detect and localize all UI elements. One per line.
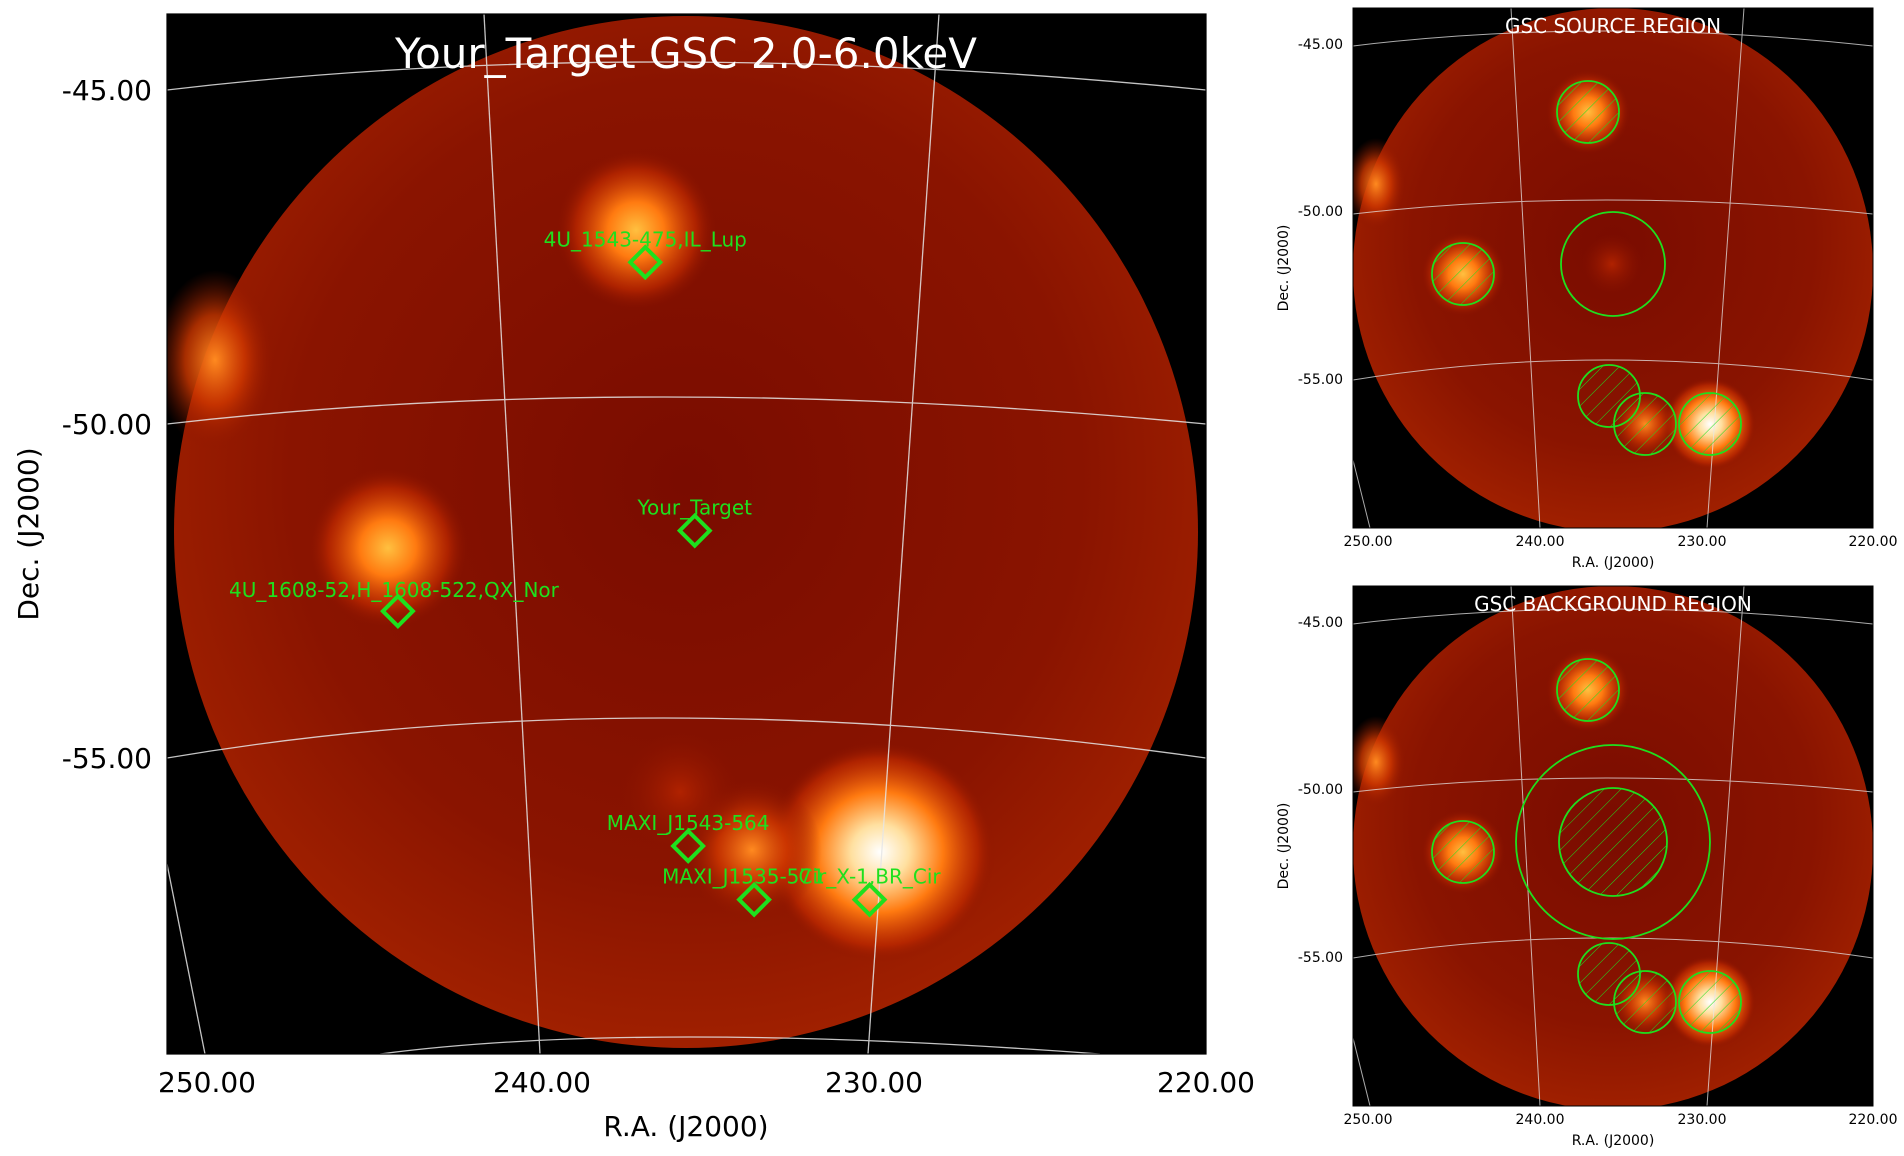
background-region-panel: GSC BACKGROUND REGION 250.00 240.00 230.00… bbox=[1276, 585, 1898, 1149]
source-region-circle bbox=[1560, 211, 1666, 317]
background-panel-title: GSC BACKGROUND REGION bbox=[1474, 592, 1752, 616]
dec-tick-label: -55.00 bbox=[1298, 372, 1343, 388]
source-glow bbox=[620, 732, 740, 852]
ra-tick-label: 230.00 bbox=[1678, 1112, 1727, 1128]
background-region-annulus bbox=[1515, 744, 1711, 940]
main-ra-ticks: 250.00 240.00 230.00 220.00 bbox=[158, 1066, 1255, 1099]
source-glow bbox=[556, 150, 716, 310]
dec-tick-label: -50.00 bbox=[62, 408, 152, 441]
source-diamond-marker bbox=[670, 828, 706, 864]
source-glow bbox=[308, 468, 468, 628]
excluded-regions bbox=[1431, 80, 1742, 456]
ra-tick-label: 250.00 bbox=[158, 1066, 256, 1099]
source-glow bbox=[1353, 716, 1406, 808]
grid-line bbox=[379, 1036, 1101, 1054]
main-panel-frame bbox=[166, 13, 1207, 1055]
ra-tick-label: 220.00 bbox=[1157, 1066, 1255, 1099]
grid-line bbox=[167, 863, 206, 1054]
main-x-axis-label: R.A. (J2000) bbox=[603, 1110, 768, 1143]
source-label: 4U_1543-475,IL_Lup bbox=[544, 227, 747, 251]
ra-tick-label: 220.00 bbox=[1849, 534, 1898, 550]
excluded-source-circle bbox=[1613, 970, 1677, 1034]
ra-tick-label: 220.00 bbox=[1849, 1112, 1898, 1128]
background-ra-ticks: 250.00 240.00 230.00 220.00 bbox=[1344, 1112, 1898, 1128]
dec-tick-label: -55.00 bbox=[1298, 950, 1343, 966]
ra-tick-label: 240.00 bbox=[1516, 1112, 1565, 1128]
background-dec-ticks: -45.00 -50.00 -55.00 bbox=[1298, 615, 1343, 966]
main-title: Your_Target GSC 2.0-6.0keV bbox=[394, 29, 977, 78]
source-label: MAXI_J1535-571 bbox=[662, 865, 825, 889]
dec-tick-label: -50.00 bbox=[1298, 204, 1343, 220]
excluded-source-circle bbox=[1678, 970, 1742, 1034]
source-label: MAXI_J1543-564 bbox=[607, 811, 770, 835]
source-x-axis-label: R.A. (J2000) bbox=[1572, 555, 1655, 571]
source-diamond-marker bbox=[627, 244, 664, 281]
background-y-axis-label: Dec. (J2000) bbox=[1276, 803, 1292, 890]
ra-tick-label: 230.00 bbox=[825, 1066, 923, 1099]
source-label: Cir_X-1,BR_Cir bbox=[799, 865, 942, 889]
source-y-axis-label: Dec. (J2000) bbox=[1276, 225, 1292, 312]
grid-line bbox=[1353, 30, 1873, 47]
source-dec-ticks: -45.00 -50.00 -55.00 bbox=[1298, 37, 1343, 388]
grid-line bbox=[483, 14, 541, 1054]
grid-line bbox=[167, 717, 1206, 759]
ra-tick-label: 230.00 bbox=[1678, 534, 1727, 550]
ra-tick-label: 250.00 bbox=[1344, 534, 1393, 550]
source-diamond-marker bbox=[676, 512, 713, 549]
excluded-source-circle bbox=[1678, 392, 1742, 456]
ra-tick-label: 240.00 bbox=[1516, 534, 1565, 550]
source-diamond-marker bbox=[380, 593, 416, 629]
excluded-source-circle bbox=[1556, 658, 1620, 722]
ra-tick-label: 250.00 bbox=[1344, 1112, 1393, 1128]
source-glow bbox=[765, 742, 995, 962]
dec-tick-label: -50.00 bbox=[1298, 782, 1343, 798]
grid-line bbox=[1353, 777, 1873, 793]
dec-tick-label: -45.00 bbox=[62, 74, 152, 107]
grid-line bbox=[1353, 608, 1873, 625]
source-glow bbox=[167, 270, 275, 450]
grid-line bbox=[867, 14, 940, 1054]
source-markers: 4U_1543-475,IL_Lup 4U_1608-52,H_1608-522,… bbox=[229, 227, 942, 918]
excluded-source-circle bbox=[1556, 80, 1620, 144]
main-dec-ticks: -45.00 -50.00 -55.00 bbox=[62, 74, 152, 775]
dec-tick-label: -45.00 bbox=[1298, 615, 1343, 631]
coordinate-grid bbox=[167, 14, 1206, 1054]
dec-tick-label: -45.00 bbox=[1298, 37, 1343, 53]
grid-line bbox=[167, 61, 1206, 91]
source-label: Your_Target bbox=[636, 496, 752, 520]
grid-line bbox=[167, 396, 1206, 425]
dec-tick-label: -55.00 bbox=[62, 742, 152, 775]
main-y-axis-label: Dec. (J2000) bbox=[12, 447, 45, 620]
main-panel: Your_Target GSC 2.0-6.0keV 250.00 240.00 2… bbox=[12, 13, 1255, 1143]
background-panel-frame bbox=[1352, 585, 1874, 1107]
source-diamond-marker bbox=[851, 881, 888, 918]
source-region-panel: GSC SOURCE REGION 250.00 240.00 230.00 220.… bbox=[1276, 7, 1898, 571]
ra-tick-label: 240.00 bbox=[493, 1066, 591, 1099]
source-glow bbox=[1582, 234, 1642, 294]
source-glow bbox=[1353, 138, 1406, 230]
source-ra-ticks: 250.00 240.00 230.00 220.00 bbox=[1344, 534, 1898, 550]
excluded-target-circle bbox=[1558, 787, 1668, 897]
grid-line bbox=[1353, 199, 1873, 215]
excluded-source-circle bbox=[1431, 242, 1495, 306]
grid-line bbox=[1510, 586, 1541, 1106]
grid-line bbox=[1353, 359, 1873, 381]
grid-line bbox=[1353, 459, 1371, 528]
background-x-axis-label: R.A. (J2000) bbox=[1572, 1133, 1655, 1149]
source-panel-frame bbox=[1352, 7, 1874, 529]
excluded-source-circle bbox=[1431, 820, 1495, 884]
source-diamond-marker bbox=[736, 881, 772, 918]
source-label: 4U_1608-52,H_1608-522,QX_Nor bbox=[229, 578, 560, 602]
excluded-regions bbox=[1431, 658, 1742, 1034]
grid-line bbox=[1510, 8, 1541, 528]
source-panel-title: GSC SOURCE REGION bbox=[1505, 14, 1721, 38]
excluded-source-circle bbox=[1613, 392, 1677, 456]
grid-line bbox=[1353, 1037, 1371, 1106]
